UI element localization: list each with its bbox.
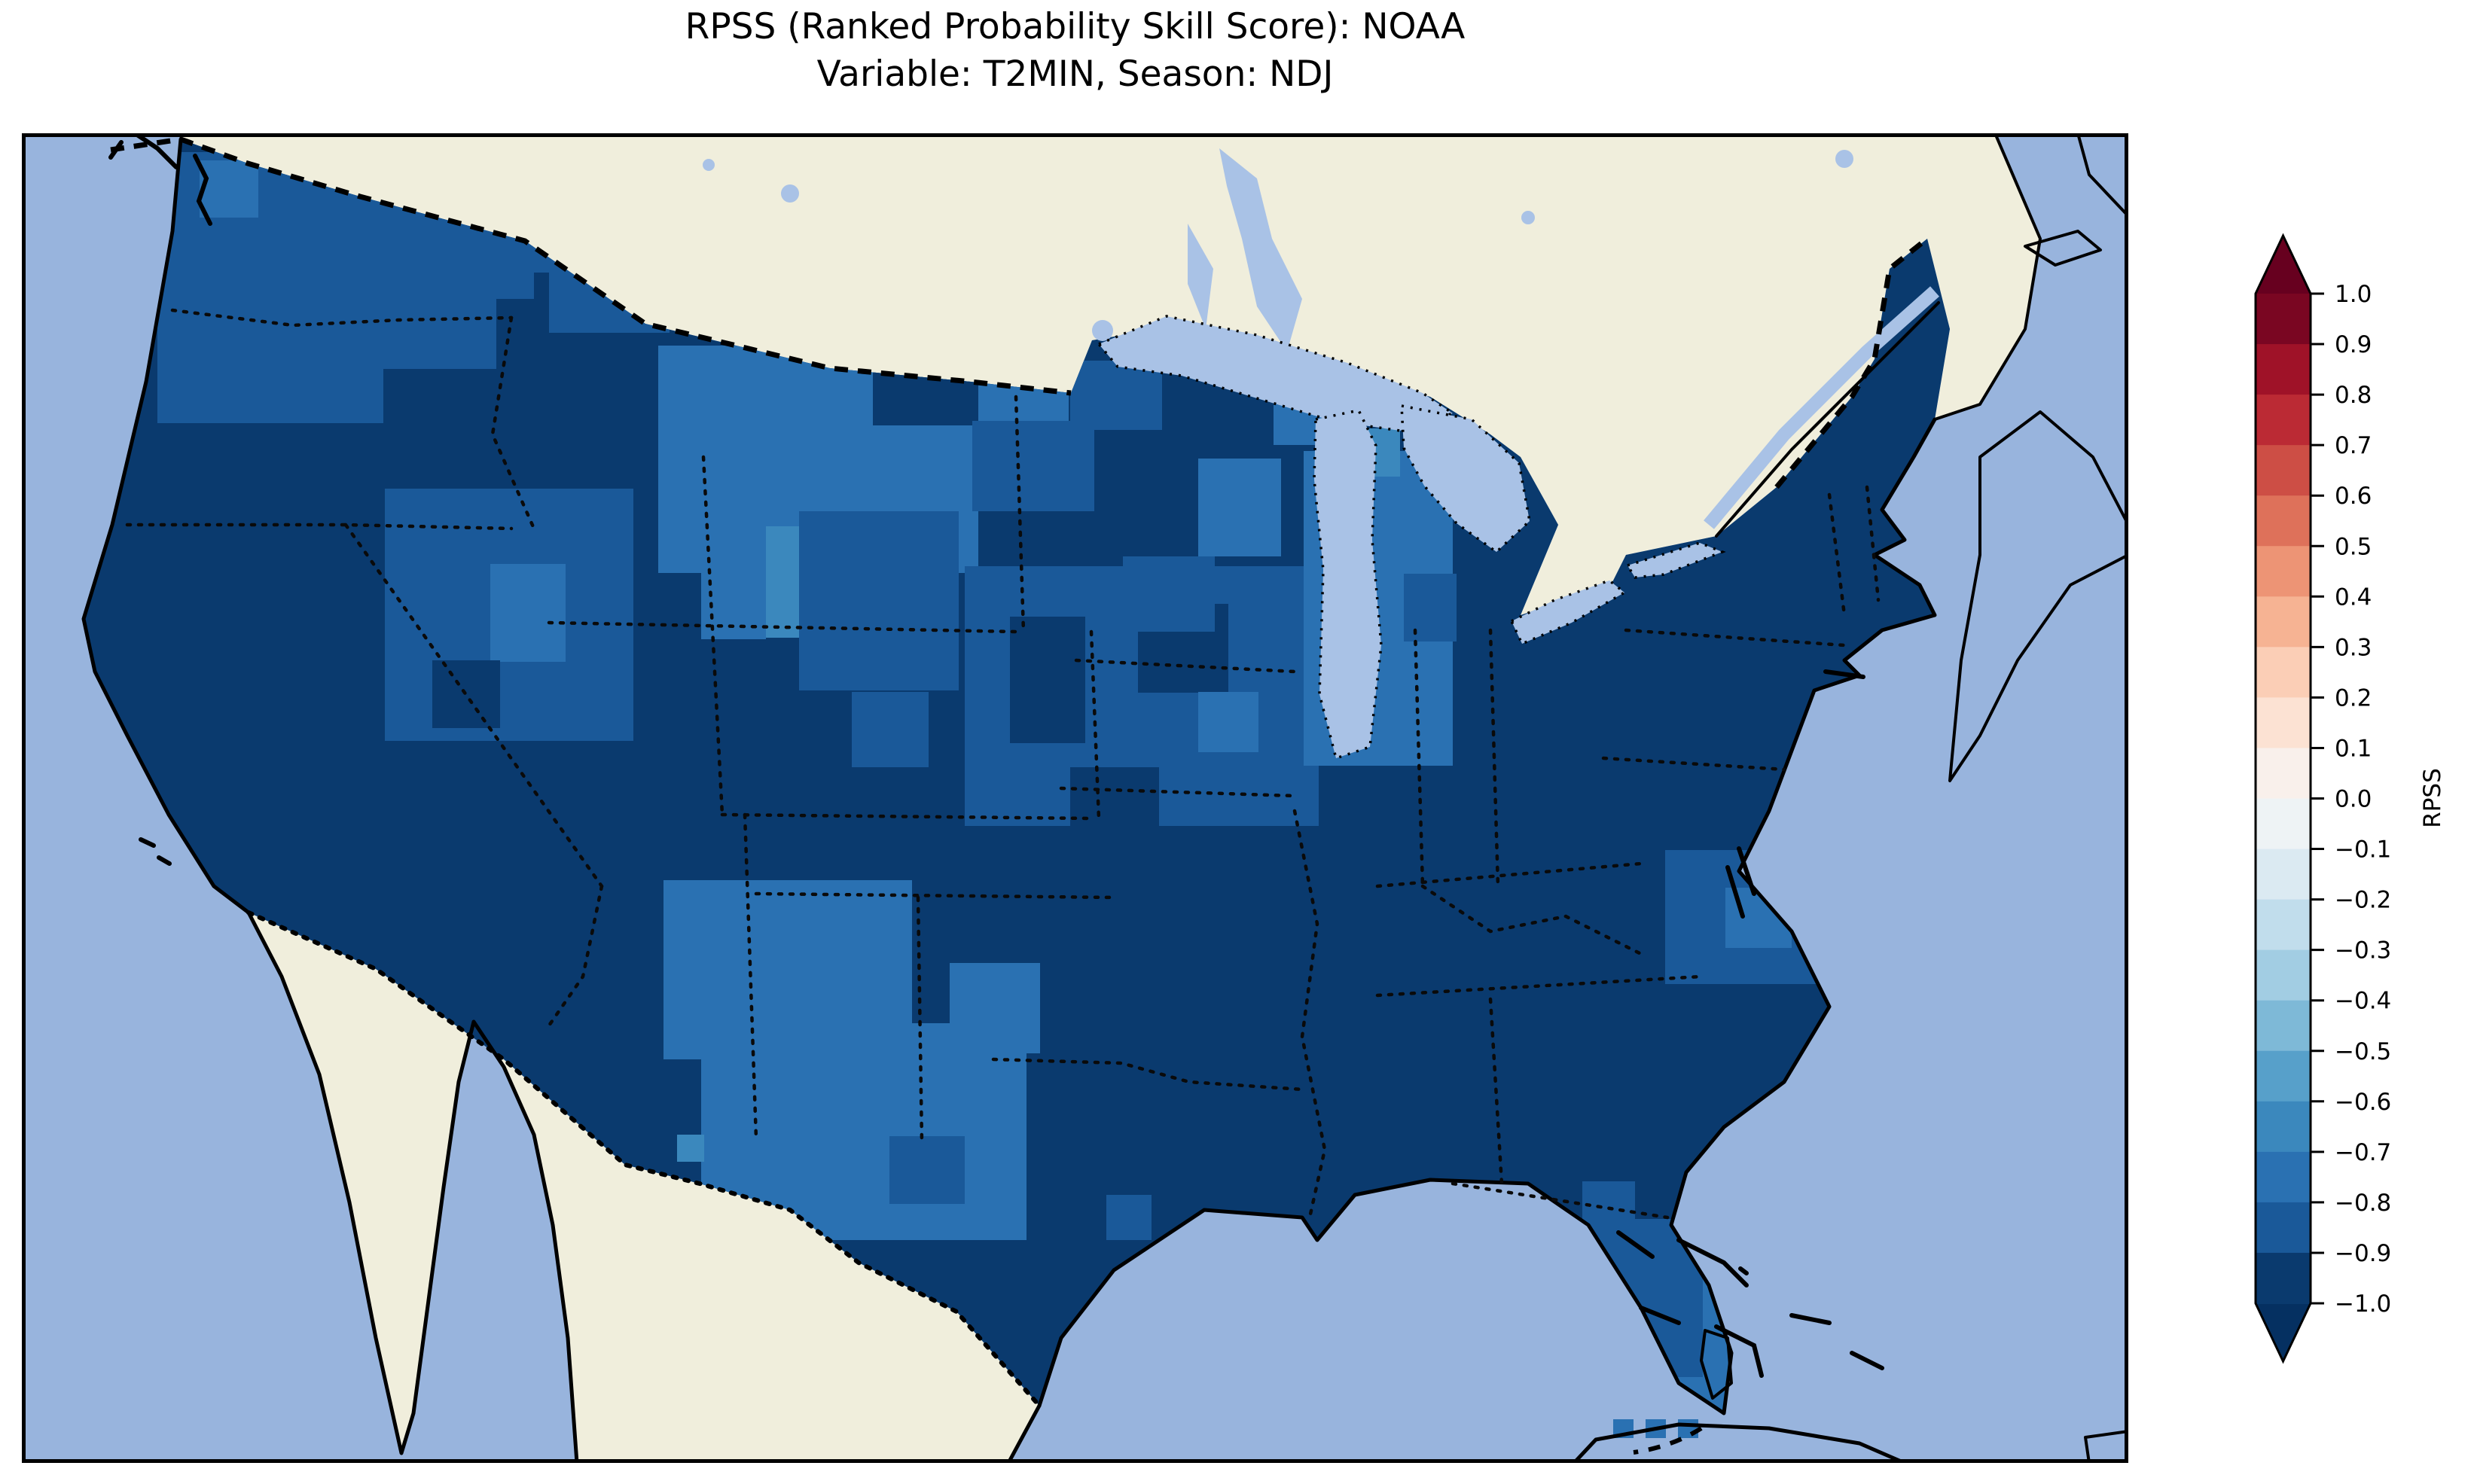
colorbar-bands bbox=[2254, 233, 2312, 1364]
canada-land bbox=[181, 133, 2128, 782]
colorbar-tick-label: −0.8 bbox=[2335, 1190, 2391, 1217]
colorbar-axis-label: RPSS bbox=[2419, 768, 2446, 828]
rpss-cell-patch bbox=[1123, 556, 1215, 632]
colorbar-tick-label: 0.3 bbox=[2335, 634, 2372, 661]
lake-erie bbox=[1509, 579, 1627, 646]
colorbar-tick-label: 0.2 bbox=[2335, 684, 2372, 712]
rpss-cell-patch bbox=[1198, 459, 1281, 556]
newfoundland-corner bbox=[2076, 133, 2128, 218]
colorbar: 1.0 0.9 0.8 0.7 0.6 0.5 0.4 0.3 0.2 0.1 0.0 −0.1 −0.… bbox=[2254, 233, 2446, 1364]
hispaniola-corner bbox=[2084, 1430, 2128, 1463]
rpss-cell-patch bbox=[972, 421, 1094, 511]
mexico-land bbox=[249, 913, 1039, 1463]
coastlines bbox=[81, 133, 2042, 1463]
colorbar-tick-label: −0.1 bbox=[2335, 836, 2391, 864]
canada-lake bbox=[781, 184, 799, 203]
rpss-cell-patch bbox=[889, 1136, 965, 1204]
colorbar-tick-label: −0.7 bbox=[2335, 1139, 2391, 1166]
rpss-cell-patch bbox=[950, 963, 1040, 1053]
colorbar-tick-label: −0.6 bbox=[2335, 1089, 2391, 1116]
colorbar-tick-label: 0.1 bbox=[2335, 735, 2372, 762]
colorbar-tick-label: −0.5 bbox=[2335, 1038, 2391, 1065]
colorbar-tick-label: −1.0 bbox=[2335, 1291, 2391, 1318]
colorbar-tick-label: 0.0 bbox=[2335, 786, 2372, 813]
lake-winnipeg bbox=[1219, 148, 1302, 352]
nova-scotia bbox=[1948, 410, 2128, 782]
colorbar-ticks: 1.0 0.9 0.8 0.7 0.6 0.5 0.4 0.3 0.2 0.1 0.0 −0.1 −0.… bbox=[2311, 281, 2391, 1318]
rpss-cell-patch bbox=[1106, 1195, 1152, 1240]
rpss-cell-patch bbox=[490, 564, 566, 662]
canada-lake bbox=[703, 159, 715, 171]
canada-lake bbox=[1521, 211, 1535, 224]
lake-huron bbox=[1400, 404, 1531, 554]
rpss-cell-patch bbox=[677, 1135, 704, 1162]
colorbar-tick-label: −0.9 bbox=[2335, 1240, 2391, 1267]
us-canada-border-east bbox=[1774, 236, 1929, 489]
colorbar-tick-label: 1.0 bbox=[2335, 281, 2372, 308]
rpss-cell-patch bbox=[852, 692, 929, 767]
us-mexico-border bbox=[246, 910, 1042, 1408]
international-borders bbox=[110, 136, 1929, 1408]
new-brunswick-coast bbox=[1933, 133, 2042, 421]
rpss-cell-patch bbox=[1010, 617, 1085, 743]
chesapeake-bay bbox=[1725, 846, 1756, 919]
rpss-cell-patch bbox=[1070, 767, 1159, 879]
rpss-cell-patch bbox=[1198, 692, 1258, 752]
rpss-cell-patch bbox=[1678, 1419, 1698, 1438]
puget-sound bbox=[193, 154, 212, 226]
colorbar-tick-label: 0.5 bbox=[2335, 533, 2372, 560]
lake-manitoba bbox=[1188, 224, 1213, 329]
rpss-cell-patch bbox=[799, 511, 959, 690]
figure-title-line-1: RPSS (Ranked Probability Skill Score): N… bbox=[685, 6, 1466, 47]
st-lawrence-shore bbox=[1715, 301, 1940, 538]
channel-islands bbox=[139, 837, 172, 866]
lake-michigan bbox=[1313, 409, 1383, 760]
rpss-cell-patch bbox=[200, 160, 258, 218]
canada-lake bbox=[1835, 150, 1853, 168]
cuba bbox=[1572, 1422, 1907, 1463]
colorbar-tick-label: 0.6 bbox=[2335, 483, 2372, 510]
colorbar-tick-label: −0.4 bbox=[2335, 988, 2391, 1015]
rpss-cell-patch bbox=[1404, 574, 1457, 641]
colorbar-tick-label: 0.8 bbox=[2335, 382, 2372, 409]
prince-edward-island bbox=[2024, 230, 2102, 267]
andros-island bbox=[1700, 1329, 1733, 1400]
lake-of-the-woods bbox=[1092, 320, 1113, 341]
colorbar-tick-label: −0.3 bbox=[2335, 937, 2391, 964]
map-frame bbox=[22, 133, 2128, 1463]
st-lawrence-river bbox=[1704, 286, 1939, 529]
colorbar-tick-label: 0.7 bbox=[2335, 432, 2372, 459]
bahamas-islands bbox=[1616, 1230, 1884, 1378]
us-canada-border-west bbox=[110, 136, 1072, 396]
figure-title: RPSS (Ranked Probability Skill Score): N… bbox=[22, 3, 2128, 99]
rpss-cell-patch bbox=[1070, 361, 1162, 430]
us-west-coast bbox=[81, 137, 251, 915]
map-panel bbox=[22, 133, 2128, 1463]
colorbar-tick-label: −0.2 bbox=[2335, 887, 2391, 914]
caribbean-islands bbox=[1572, 1230, 2128, 1463]
colorbar-tick-label: 0.9 bbox=[2335, 331, 2372, 358]
colorbar-tick-label: 0.4 bbox=[2335, 584, 2372, 611]
rpss-cell-patch bbox=[1582, 1181, 1635, 1227]
lake-ontario bbox=[1625, 541, 1726, 579]
lake-superior bbox=[1097, 315, 1456, 432]
state-borders bbox=[125, 308, 1881, 1220]
mexico-coast bbox=[246, 910, 1042, 1463]
us-east-gulf-coast bbox=[1037, 417, 1937, 1415]
figure-title-line-2: Variable: T2MIN, Season: NDJ bbox=[816, 53, 1334, 96]
long-island bbox=[1823, 669, 1865, 679]
great-lakes bbox=[1097, 315, 1726, 760]
rpss-cell-patch bbox=[346, 297, 496, 369]
canada-lakes bbox=[703, 148, 1939, 529]
florida-keys bbox=[1633, 1426, 1703, 1455]
